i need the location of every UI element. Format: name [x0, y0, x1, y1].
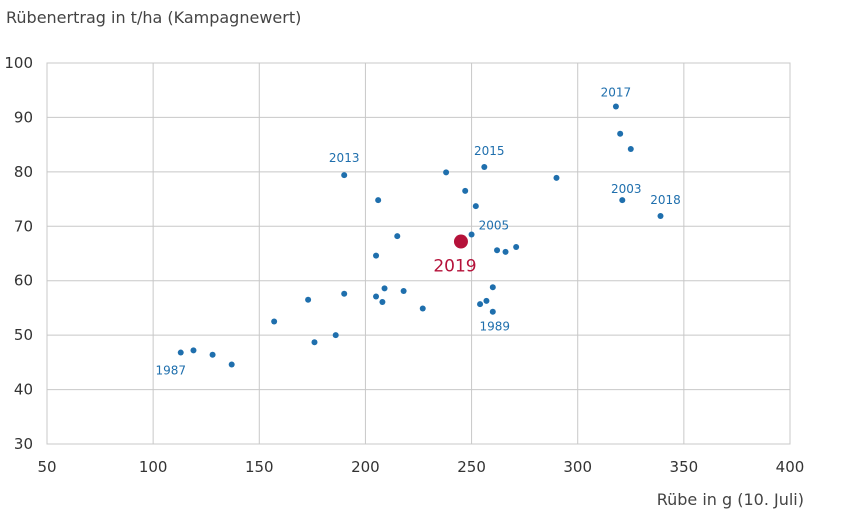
- data-point: [617, 130, 624, 137]
- highlight-point: [453, 234, 468, 249]
- plot-frame: [46, 62, 791, 445]
- data-point: [483, 297, 490, 304]
- data-point: [400, 288, 407, 295]
- data-point: [489, 308, 496, 315]
- data-point: [394, 233, 401, 240]
- data-point: [553, 174, 560, 181]
- y-tick-label: 90: [14, 108, 33, 126]
- point-label: 1987: [155, 364, 186, 378]
- data-point: [209, 351, 216, 358]
- y-tick-label: 40: [14, 381, 33, 399]
- y-tick-label: 60: [14, 272, 33, 290]
- x-tick-label: 400: [776, 458, 805, 476]
- point-label: 2013: [329, 151, 360, 165]
- x-axis-title: Rübe in g (10. Juli): [656, 490, 804, 509]
- data-point: [305, 296, 312, 303]
- point-label: 2017: [601, 86, 632, 100]
- data-point: [443, 169, 450, 176]
- data-point: [375, 197, 382, 204]
- y-tick-label: 100: [4, 54, 33, 72]
- point-label: 2003: [611, 182, 642, 196]
- data-point: [462, 187, 469, 194]
- data-point: [481, 163, 488, 170]
- data-point: [341, 290, 348, 297]
- data-point: [489, 284, 496, 291]
- data-point: [373, 293, 380, 300]
- data-point: [190, 347, 197, 354]
- point-label: 2005: [479, 218, 510, 232]
- y-axis-title: Rübenertrag in t/ha (Kampagnewert): [6, 8, 302, 27]
- data-point: [477, 301, 484, 308]
- data-point: [612, 103, 619, 110]
- data-point: [502, 248, 509, 255]
- point-label: 1989: [480, 320, 511, 334]
- data-point: [341, 172, 348, 179]
- data-point: [472, 203, 479, 210]
- highlight-label: 2019: [433, 257, 476, 277]
- y-tick-label: 80: [14, 163, 33, 181]
- x-tick-label: 250: [457, 458, 486, 476]
- data-point: [468, 231, 475, 238]
- x-tick-label: 50: [37, 458, 56, 476]
- x-tick-label: 100: [139, 458, 168, 476]
- y-tick-label: 30: [14, 435, 33, 453]
- data-point: [627, 145, 634, 152]
- data-point: [177, 349, 184, 356]
- data-point: [513, 243, 520, 250]
- data-point: [619, 197, 626, 204]
- data-point: [379, 298, 386, 305]
- x-tick-label: 150: [245, 458, 274, 476]
- data-point: [381, 285, 388, 292]
- data-point: [228, 361, 235, 368]
- data-point: [373, 252, 380, 259]
- point-label: 2018: [650, 193, 681, 207]
- data-point: [494, 247, 501, 254]
- data-point: [271, 318, 278, 325]
- y-tick-label: 50: [14, 326, 33, 344]
- y-tick-label: 70: [14, 217, 33, 235]
- data-point: [311, 339, 318, 346]
- data-point: [419, 305, 426, 312]
- data-point: [657, 212, 664, 219]
- x-tick-label: 300: [563, 458, 592, 476]
- data-point: [332, 332, 339, 339]
- x-tick-label: 350: [670, 458, 699, 476]
- x-tick-label: 200: [351, 458, 380, 476]
- point-label: 2015: [474, 144, 505, 158]
